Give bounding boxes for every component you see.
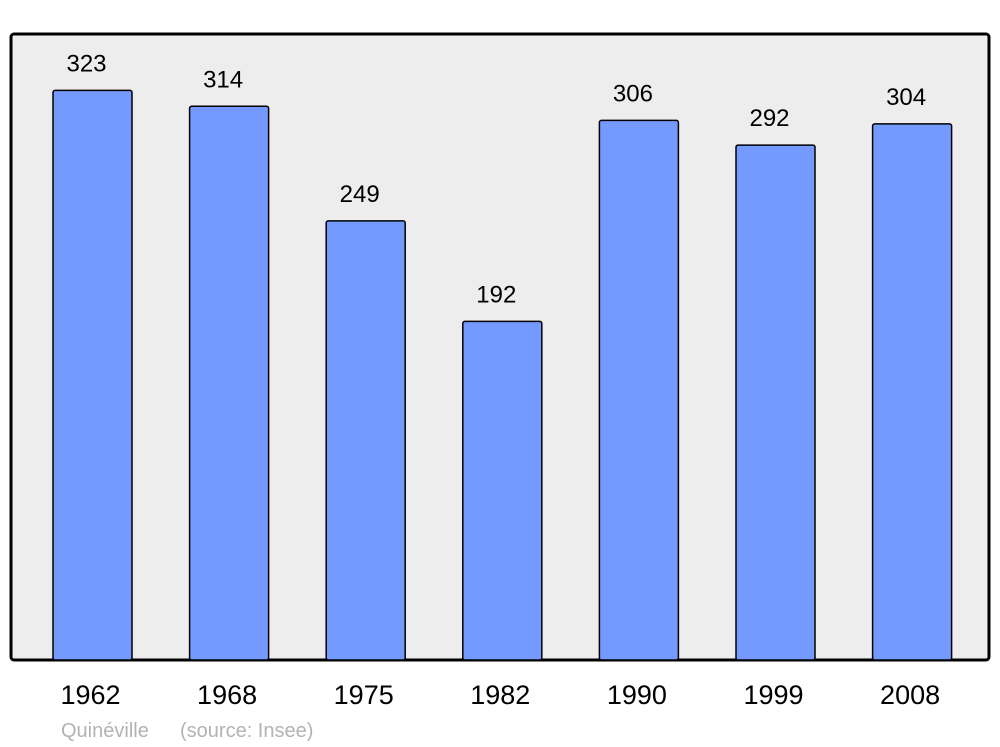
data-label-1975: 249: [340, 181, 380, 208]
bar-1999: [735, 144, 816, 661]
bar-1962: [52, 89, 133, 661]
x-tick-label-1962: 1962: [60, 680, 120, 710]
x-tick-label-1975: 1975: [334, 680, 394, 710]
data-label-1999: 292: [749, 105, 789, 132]
x-tick-label-1999: 1999: [743, 680, 803, 710]
x-tick-label-1982: 1982: [470, 680, 530, 710]
x-tick-label-1968: 1968: [197, 680, 257, 710]
bar-1982: [462, 320, 543, 661]
bar-2008: [871, 123, 953, 661]
data-label-1982: 192: [476, 281, 516, 308]
data-label-2008: 304: [886, 84, 926, 111]
data-label-1962: 323: [66, 50, 106, 77]
footer-place: Quinéville: [61, 720, 149, 742]
bar-1990: [598, 119, 680, 661]
bar-1968: [188, 105, 270, 661]
x-tick-label-1990: 1990: [607, 680, 667, 710]
x-tick-label-2008: 2008: [880, 680, 940, 710]
footer-source: (source: Insee): [180, 720, 313, 742]
data-label-1990: 306: [613, 80, 653, 107]
data-label-1968: 314: [203, 66, 243, 93]
bar-1975: [325, 220, 406, 661]
